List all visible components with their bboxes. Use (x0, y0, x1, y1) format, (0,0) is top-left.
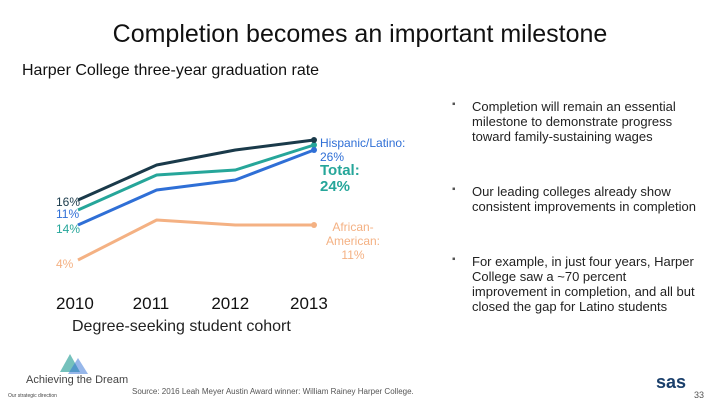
end-label-african-american: African-American: 11% (325, 220, 381, 262)
logo-text: Achieving the Dream (26, 374, 129, 386)
logo-subtext: Our strategic direction (8, 393, 57, 399)
achieving-the-dream-logo (60, 354, 88, 374)
bullet-marker: ▪ (452, 99, 456, 110)
data-point-hispanic-latino-2013 (311, 147, 317, 153)
data-point-total-2013 (311, 142, 317, 148)
series-line-white (77, 138, 315, 202)
start-label-african-american: 4% (56, 257, 74, 271)
bullet-marker: ▪ (452, 254, 456, 265)
start-label-hispanic-latino: 11% (56, 207, 80, 221)
bullet-leading-colleges: Our leading colleges already show consis… (472, 184, 696, 214)
x-tick-2013: 2013 (290, 294, 328, 313)
series-line-hispanic-latino (77, 148, 315, 227)
data-point-white-2013 (311, 137, 317, 143)
end-label-total: Total: 24% (320, 162, 360, 195)
x-tick-2010: 2010 (56, 294, 94, 313)
x-tick-2011: 2011 (132, 294, 170, 313)
chart-subtitle: Harper College three-year graduation rat… (22, 62, 320, 79)
x-tick-2012: 2012 (211, 294, 250, 313)
start-label-white: 16% (56, 195, 81, 209)
bullet-marker: ▪ (452, 184, 456, 195)
start-label-total: 14% (56, 222, 81, 236)
source-note: Source: 2016 Leah Meyer Austin Award win… (132, 387, 414, 396)
end-label-hispanic-latino: Hispanic/Latino: 26% (320, 136, 406, 164)
data-point-african-american-2013 (311, 222, 317, 228)
bullet-harper-example: For example, in just four years, Harper … (472, 254, 695, 314)
series-line-african-american (77, 218, 314, 262)
x-axis-label: Degree-seeking student cohort (72, 318, 291, 335)
series-line-total (77, 143, 315, 212)
page-title: Completion becomes an important mileston… (112, 20, 608, 48)
page-number: 33 (694, 390, 705, 400)
sas-logo: sas (656, 372, 687, 392)
bullet-completion-milestone: Completion will remain an essential mile… (472, 99, 676, 144)
